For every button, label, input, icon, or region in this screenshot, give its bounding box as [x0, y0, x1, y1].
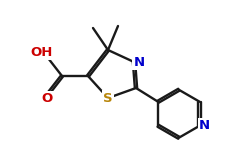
Text: OH: OH: [31, 45, 53, 58]
Text: N: N: [199, 119, 210, 132]
Text: S: S: [103, 92, 113, 105]
Text: O: O: [41, 93, 53, 105]
Text: N: N: [133, 56, 144, 69]
